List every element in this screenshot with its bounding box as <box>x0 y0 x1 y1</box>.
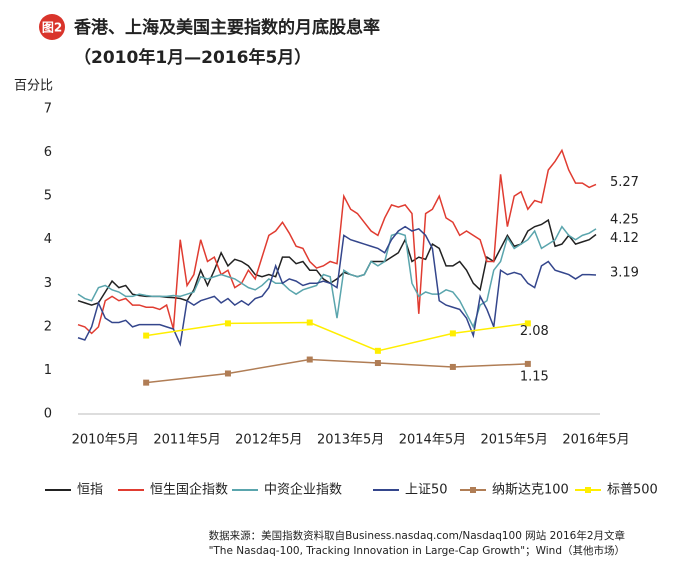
marker <box>143 332 150 339</box>
x-tick-label: 2013年5月 <box>317 433 384 448</box>
legend-label: 标普500 <box>607 483 658 498</box>
marker <box>449 330 456 337</box>
x-tick-label: 2015年5月 <box>481 433 548 448</box>
marker <box>224 370 231 377</box>
series-line <box>146 321 528 352</box>
legend-label: 纳斯达克100 <box>492 483 569 498</box>
y-tick-label: 1 <box>44 363 52 378</box>
y-tick-label: 3 <box>44 276 52 291</box>
y-tick-label: 7 <box>44 102 52 117</box>
x-tick-label: 2014年5月 <box>399 433 466 448</box>
marker <box>224 320 231 327</box>
series-line <box>77 148 597 335</box>
y-axis-label: 百分比 <box>14 79 53 94</box>
marker <box>374 360 381 367</box>
badge: 图2 <box>42 21 62 35</box>
source: "The Nasdaq-100, Tracking Innovation in … <box>209 544 625 557</box>
marker <box>524 360 531 367</box>
legend-marker <box>470 487 476 493</box>
legend-label: 中资企业指数 <box>264 482 342 498</box>
value-label: 3.19 <box>610 266 639 281</box>
legend-label: 上证50 <box>405 483 448 498</box>
marker <box>449 363 456 370</box>
value-label: 4.12 <box>610 231 639 246</box>
value-label: 1.15 <box>520 369 549 384</box>
marker <box>374 347 381 354</box>
marker <box>143 379 150 386</box>
y-tick-label: 5 <box>44 189 52 204</box>
x-tick-label: 2011年5月 <box>153 433 220 448</box>
badge-circle <box>39 14 65 40</box>
chart-subtitle: （2010年1月—2016年5月） <box>74 47 311 68</box>
legend-label: 恒生国企指数 <box>150 482 228 498</box>
marker <box>524 320 531 327</box>
x-tick-label: 2016年5月 <box>562 433 629 448</box>
chart-title: 香港、上海及美国主要指数的月底股息率 <box>74 17 380 38</box>
marker <box>306 356 313 363</box>
value-label: 2.08 <box>520 324 549 339</box>
source: 数据来源：美国指数资料取自Business.nasdaq.com/Nasdaq1… <box>209 529 625 542</box>
y-tick-label: 2 <box>44 319 52 334</box>
value-label: 5.27 <box>610 175 639 190</box>
legend-marker <box>585 487 591 493</box>
y-tick-label: 6 <box>44 145 52 160</box>
y-tick-label: 4 <box>44 232 52 247</box>
series-line <box>146 358 528 384</box>
y-tick-label: 0 <box>44 407 52 422</box>
marker <box>306 319 313 326</box>
x-tick-label: 2012年5月 <box>235 433 302 448</box>
legend-label: 恒指 <box>77 483 103 498</box>
series-line <box>77 225 597 347</box>
series-line <box>77 225 597 329</box>
value-label: 4.25 <box>610 212 639 227</box>
x-tick-label: 2010年5月 <box>72 433 139 448</box>
